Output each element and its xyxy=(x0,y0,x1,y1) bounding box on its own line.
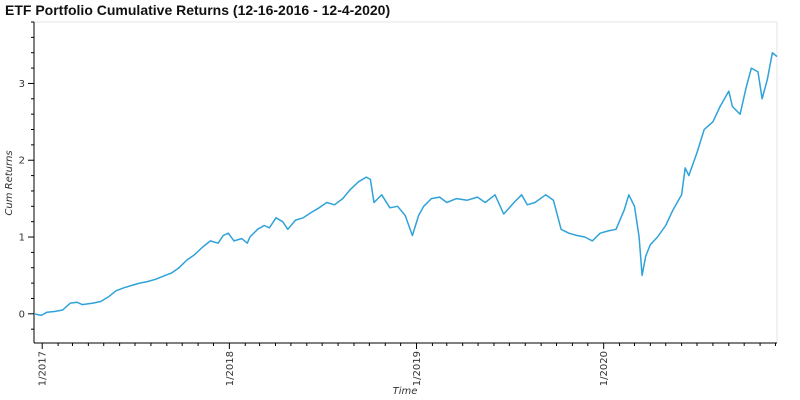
x-axis-label: Time xyxy=(393,386,418,397)
y-axis: 0 1 2 3 xyxy=(19,21,35,343)
chart-title: ETF Portfolio Cumulative Returns (12-16-… xyxy=(5,2,391,18)
x-axis: 1/2017 1/2018 1/2019 1/2020 xyxy=(34,342,777,386)
x-tick-label: 1/2020 xyxy=(599,351,610,386)
y-tick-label: 2 xyxy=(19,156,25,167)
y-axis-label: Cum Returns xyxy=(4,150,15,215)
plot-frame xyxy=(33,21,778,344)
x-tick-label: 1/2018 xyxy=(225,351,236,386)
y-tick-label: 1 xyxy=(19,233,25,244)
y-tick-label: 3 xyxy=(19,79,25,90)
x-tick-label: 1/2017 xyxy=(38,351,49,386)
y-tick-label: 0 xyxy=(19,309,25,320)
cum-returns-line xyxy=(33,51,778,317)
x-tick-label: 1/2019 xyxy=(412,351,423,386)
